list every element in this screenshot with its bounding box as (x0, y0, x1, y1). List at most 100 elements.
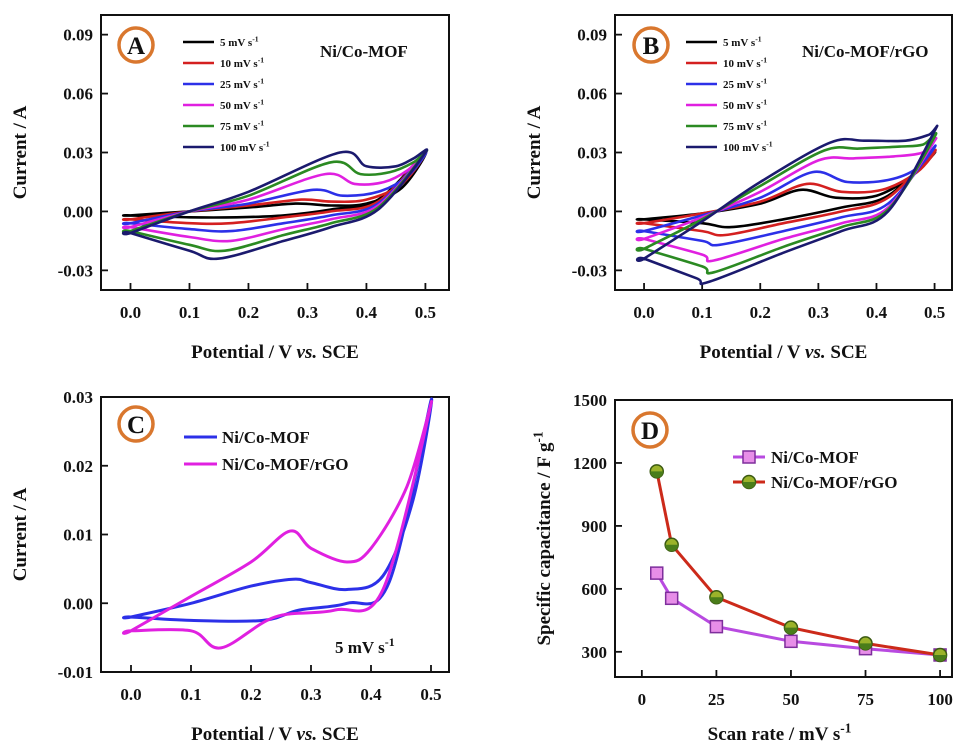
legend-label: Ni/Co-MOF (771, 448, 859, 467)
x-tick-label: 0.1 (692, 303, 713, 322)
x-tick-label: 50 (782, 690, 799, 709)
y-tick-label: -0.01 (58, 663, 93, 682)
series-line (655, 572, 941, 657)
y-tick-label: 900 (582, 517, 608, 536)
data-point (709, 619, 724, 634)
series-line (635, 131, 938, 275)
legend-label: 25 mV s-1 (220, 77, 264, 91)
data-point-half (784, 627, 798, 635)
chart-panel-C: 0.0 0.1 0.2 0.3 0.4 0.5 0.03 0.02 0.01 0.00 -0.01 P… (10, 388, 450, 745)
y-tick-label: 1500 (573, 391, 607, 410)
series-group (635, 124, 939, 286)
legend-label: 25 mV s-1 (723, 77, 767, 91)
panel-badge-ring (117, 405, 155, 443)
x-tick-label: 0.1 (180, 685, 201, 704)
data-point-half (709, 597, 723, 604)
y-axis-label: Current / A (10, 487, 31, 581)
y-tick-label: 0.03 (577, 144, 607, 163)
y-axis-label: Specific capacitance / F g-1 (530, 431, 555, 645)
chart-panel-A: 0.0 0.1 0.2 0.3 0.4 0.5 0.09 0.06 0.03 0.00 -0.03 P… (10, 14, 450, 363)
legend-label: Ni/Co-MOF/rGO (771, 473, 898, 492)
series-group (649, 464, 948, 663)
x-tick-label: 0.3 (808, 303, 829, 322)
x-axis-label: Scan rate / mV s-1 (708, 720, 852, 745)
y-tick-label: -0.03 (58, 261, 93, 280)
legend-label: 50 mV s-1 (220, 98, 264, 112)
x-tick-label: 0.0 (633, 303, 654, 322)
x-tick-label: 0.5 (924, 303, 945, 322)
x-tick-label: 25 (708, 690, 725, 709)
y-tick-label: 0.09 (63, 26, 93, 45)
series-group (121, 148, 429, 261)
legend-label: 5 mV s-1 (220, 35, 259, 49)
x-tick-label: 0.5 (415, 303, 436, 322)
legend-label: Ni/Co-MOF (222, 428, 310, 447)
legend-marker-half (742, 482, 756, 489)
panel-label: A (127, 33, 145, 60)
data-point-half (933, 654, 947, 662)
series-line (655, 471, 941, 657)
x-tick-label: 0.2 (238, 303, 259, 322)
x-tick-label: 0.2 (240, 685, 261, 704)
legend-label: Ni/Co-MOF/rGO (222, 455, 349, 474)
series-line (635, 124, 939, 286)
x-tick-label: 0 (638, 690, 647, 709)
x-tick-label: 0.4 (866, 303, 888, 322)
scan-rate-annotation: 5 mV s-1 (335, 635, 395, 657)
data-point (784, 634, 798, 649)
y-tick-label: 0.02 (63, 457, 93, 476)
legend-marker (742, 450, 756, 464)
panel-title: Ni/Co-MOF/rGO (802, 42, 929, 61)
legend-label: 100 mV s-1 (220, 140, 270, 154)
x-tick-label: 0.0 (120, 685, 141, 704)
series-line (635, 136, 938, 263)
data-point-half (859, 643, 873, 650)
legend-label: 75 mV s-1 (723, 119, 767, 133)
y-tick-label: -0.03 (572, 261, 607, 280)
y-tick-label: 0.00 (63, 594, 93, 613)
panel-label: C (127, 412, 145, 439)
y-tick-label: 300 (582, 643, 608, 662)
y-tick-label: 0.01 (63, 526, 93, 545)
x-tick-label: 0.4 (360, 685, 382, 704)
x-tick-label: 0.5 (420, 685, 441, 704)
y-tick-label: 0.00 (63, 202, 93, 221)
data-point-half (650, 471, 664, 478)
x-tick-label: 0.4 (356, 303, 378, 322)
data-point-half (665, 544, 679, 552)
y-tick-label: 0.03 (63, 388, 93, 407)
chart-panel-B: 0.0 0.1 0.2 0.3 0.4 0.5 0.09 0.06 0.03 0.00 -0.03 P… (524, 14, 953, 363)
legend-label: 10 mV s-1 (220, 56, 264, 70)
series-line (635, 144, 937, 247)
y-tick-label: 0.09 (577, 26, 607, 45)
series-line (635, 148, 937, 237)
data-point (650, 566, 664, 580)
x-tick-label: 0.3 (300, 685, 321, 704)
x-tick-label: 0.2 (750, 303, 771, 322)
x-axis-label: Potential / V vs. SCE (191, 724, 359, 745)
panel-title: Ni/Co-MOF (320, 42, 408, 61)
panel-badge-ring (631, 411, 669, 449)
plot-frame (614, 399, 953, 678)
panel-badge-ring (117, 26, 155, 64)
series-line (122, 399, 434, 650)
x-tick-label: 75 (857, 690, 874, 709)
x-tick-label: 0.3 (297, 303, 318, 322)
x-axis-label: Potential / V vs. SCE (700, 342, 868, 363)
legend-label: 50 mV s-1 (723, 98, 767, 112)
x-tick-label: 100 (927, 690, 953, 709)
panel-label: B (643, 33, 660, 60)
x-tick-label: 0.0 (120, 303, 141, 322)
y-tick-label: 0.00 (577, 202, 607, 221)
panel-label: D (641, 418, 659, 445)
y-tick-label: 0.03 (63, 144, 93, 163)
y-tick-label: 600 (582, 580, 608, 599)
series-group (122, 397, 434, 650)
legend-label: 100 mV s-1 (723, 140, 773, 154)
y-tick-label: 0.06 (577, 85, 607, 104)
x-tick-label: 0.1 (179, 303, 200, 322)
chart-panel-D: 0 25 50 75 100 1500 1200 900 600 300 Scan rate / m… (530, 391, 953, 745)
legend-label: 10 mV s-1 (723, 56, 767, 70)
y-axis-label: Current / A (524, 105, 545, 199)
